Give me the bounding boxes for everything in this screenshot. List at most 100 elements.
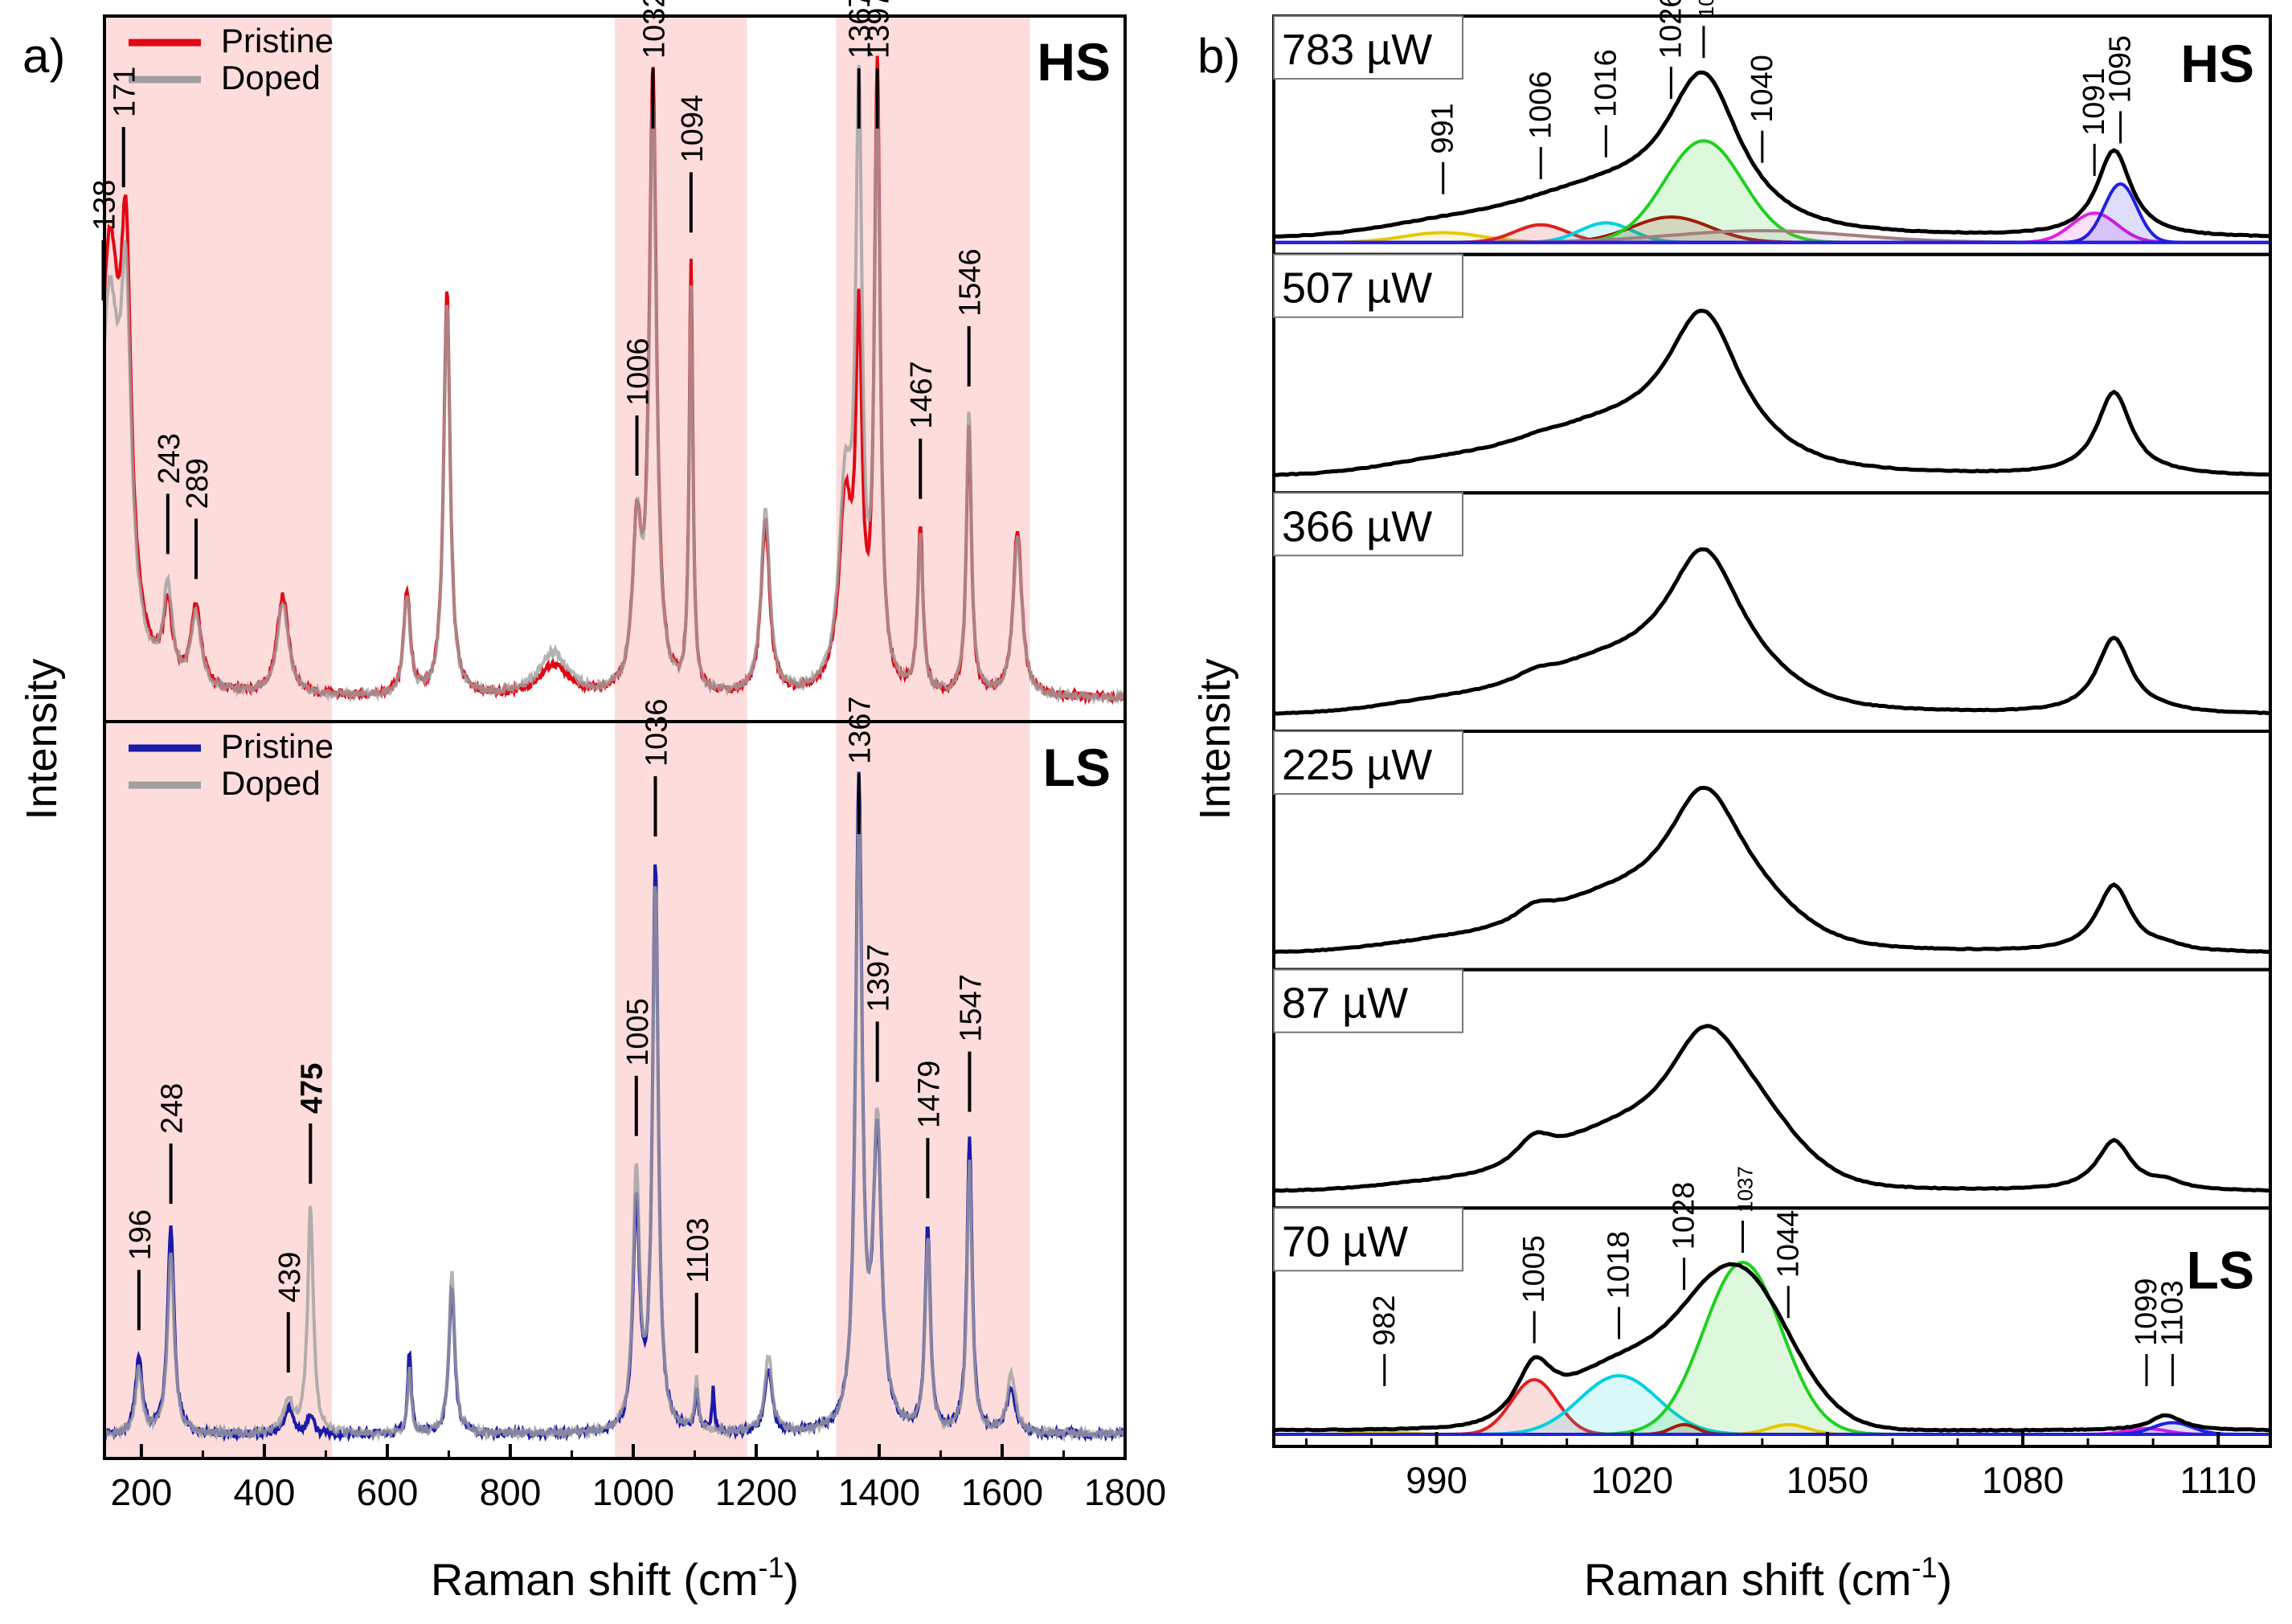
shaded-region bbox=[615, 16, 747, 722]
spectrum-doped bbox=[103, 800, 1127, 1443]
power-label-box bbox=[1273, 492, 1463, 557]
shaded-region bbox=[104, 16, 333, 722]
annotation-label: 138 bbox=[88, 179, 121, 230]
ls-label: LS bbox=[2187, 1240, 2254, 1299]
annotation-label: 1026 bbox=[1654, 0, 1688, 59]
annotation-label: 1037 bbox=[1733, 1166, 1758, 1213]
annotation-label: 1005 bbox=[1517, 1235, 1551, 1303]
annotation-label: 1016 bbox=[1589, 49, 1623, 117]
annotation-label: 1006 bbox=[622, 337, 656, 406]
x-tick-label: 1200 bbox=[715, 1471, 797, 1513]
annotation-label: 248 bbox=[156, 1083, 190, 1134]
legend-label: Doped bbox=[221, 764, 321, 802]
power-label: 225 µW bbox=[1282, 741, 1432, 789]
x-tick-label: 1000 bbox=[592, 1471, 674, 1513]
x-tick-label: 800 bbox=[480, 1471, 542, 1513]
panel-a-letter: a) bbox=[23, 29, 65, 83]
legend-label: Doped bbox=[221, 59, 321, 96]
annotation-label: 1547 bbox=[954, 974, 988, 1042]
annotation-label: 1094 bbox=[676, 95, 710, 163]
x-tick-label: 400 bbox=[234, 1471, 296, 1513]
fit-component bbox=[1274, 1421, 2270, 1436]
x-tick-label: 990 bbox=[1406, 1459, 1467, 1501]
annotation-label: 1032 bbox=[637, 0, 671, 59]
x-tick-label: 1080 bbox=[1982, 1459, 2064, 1501]
panel-b-letter: b) bbox=[1197, 29, 1240, 83]
power-label-box bbox=[1273, 730, 1463, 795]
panel-b-xlabel-sup: -1 bbox=[1911, 1551, 1937, 1584]
annotation-label: 243 bbox=[153, 433, 186, 484]
power-label: 70 µW bbox=[1282, 1217, 1408, 1266]
annotation-label: 1479 bbox=[912, 1061, 946, 1129]
annotation-label: 1367 bbox=[844, 696, 878, 764]
annotation-label: 982 bbox=[1368, 1295, 1402, 1346]
annotation-label: 1028 bbox=[1668, 1182, 1701, 1250]
annotation-label: 196 bbox=[124, 1209, 158, 1260]
shaded-region bbox=[615, 722, 747, 1458]
power-label: 507 µW bbox=[1282, 264, 1432, 313]
panel-b-xlabel-main: Raman shift (cm bbox=[1584, 1554, 1912, 1605]
hs-label: HS bbox=[2180, 34, 2254, 93]
x-tick-label: 600 bbox=[357, 1471, 419, 1513]
stacked-spectrum bbox=[1274, 1262, 2271, 1433]
annotation-label: 1005 bbox=[621, 998, 655, 1066]
shaded-region bbox=[836, 16, 1030, 722]
annotation-label: 171 bbox=[108, 67, 142, 117]
legend-label: Pristine bbox=[221, 22, 334, 59]
power-label: 87 µW bbox=[1282, 980, 1408, 1028]
x-tick-label: 1020 bbox=[1591, 1459, 1673, 1501]
x-tick-label: 200 bbox=[111, 1471, 173, 1513]
annotation-label: 1018 bbox=[1602, 1231, 1636, 1299]
stacked-spectrum bbox=[1273, 309, 2271, 477]
power-label: 783 µW bbox=[1282, 26, 1432, 74]
panel-b-xlabel-end: ) bbox=[1938, 1554, 1953, 1605]
sub-axes-frame bbox=[1272, 1206, 2272, 1449]
x-tick-label: 1400 bbox=[838, 1471, 920, 1513]
power-label-box bbox=[1273, 15, 1463, 80]
annotation-label: 1091 bbox=[2077, 67, 2111, 136]
annotation-label: 1103 bbox=[681, 1217, 715, 1283]
fit-component bbox=[1272, 182, 2272, 244]
power-label: 366 µW bbox=[1282, 502, 1432, 550]
panel-a-ylabel: Intensity bbox=[18, 658, 66, 820]
power-label-box bbox=[1273, 1207, 1463, 1272]
power-label-box bbox=[1273, 968, 1463, 1033]
annotation-label: 991 bbox=[1426, 103, 1460, 153]
annotation-label: 1397 bbox=[862, 0, 896, 59]
panel-b-ylabel: Intensity bbox=[1191, 658, 1239, 820]
annotation-label: 1099 bbox=[2130, 1278, 2163, 1346]
x-tick-label: 1600 bbox=[961, 1471, 1043, 1513]
legend-label: Pristine bbox=[221, 727, 334, 765]
annotation-label: 1006 bbox=[1524, 72, 1557, 140]
annotation-label: 1546 bbox=[954, 248, 988, 317]
panel-a-xlabel: Raman shift (cm-1) bbox=[431, 1551, 799, 1605]
annotation-label: 1036 bbox=[640, 698, 673, 767]
x-tick-label: 1800 bbox=[1084, 1471, 1166, 1513]
annotation-label: 1040 bbox=[1746, 55, 1779, 123]
annotation-label: 1095 bbox=[2104, 35, 2138, 104]
annotation-label: 475 bbox=[295, 1063, 329, 1114]
annotation-label: 1397 bbox=[862, 944, 896, 1012]
annotation-label: 1044 bbox=[1771, 1210, 1805, 1278]
annotation-label: 1467 bbox=[905, 361, 939, 429]
stacked-spectrum bbox=[1273, 70, 2271, 239]
state-label: LS bbox=[1043, 738, 1111, 797]
annotation-label: 1103 bbox=[2155, 1280, 2189, 1346]
spectrum-doped bbox=[103, 64, 1126, 706]
annotation-label: 1367 bbox=[844, 0, 878, 59]
stacked-spectrum bbox=[1273, 547, 2271, 716]
panel-b-xlabel: Raman shift (cm-1) bbox=[1584, 1551, 1952, 1605]
panel-a-xlabel-sup: -1 bbox=[758, 1551, 784, 1584]
annotation-label: 289 bbox=[181, 458, 215, 509]
panel-a-xlabel-main: Raman shift (cm bbox=[431, 1554, 759, 1605]
axes-frame bbox=[103, 720, 1127, 1460]
x-tick-label: 1110 bbox=[2179, 1459, 2257, 1501]
annotation-label: 439 bbox=[273, 1252, 307, 1303]
x-tick-label: 1050 bbox=[1787, 1459, 1868, 1501]
shaded-region bbox=[836, 722, 1030, 1458]
